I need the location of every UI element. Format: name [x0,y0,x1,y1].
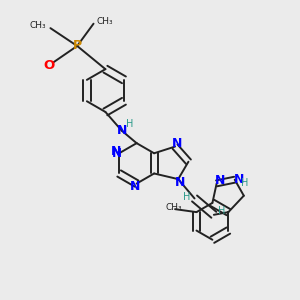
Text: N: N [130,180,140,193]
Text: O: O [43,59,55,72]
Text: N: N [112,147,122,160]
Text: H: H [241,178,248,188]
Text: CH₃: CH₃ [165,203,182,212]
Text: N: N [117,124,127,137]
Text: CH₃: CH₃ [97,17,113,26]
Text: H: H [182,192,190,202]
Text: P: P [73,40,82,52]
Text: N: N [234,173,244,186]
Text: CH₃: CH₃ [29,21,46,30]
Text: H: H [218,206,226,216]
Text: N: N [175,176,185,189]
Text: N: N [111,145,121,158]
Text: N: N [214,175,225,188]
Text: N: N [172,137,183,150]
Text: H: H [126,119,134,129]
